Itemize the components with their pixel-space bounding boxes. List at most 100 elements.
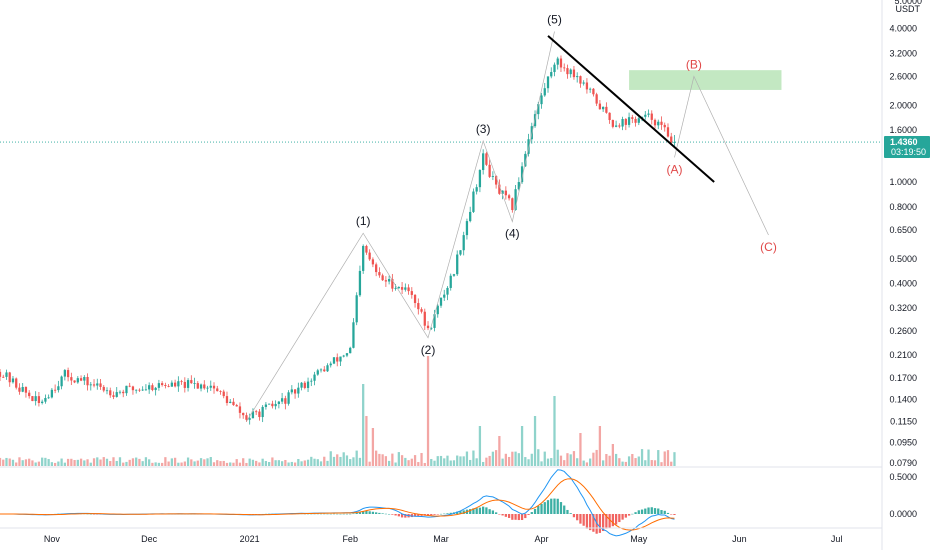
macd-histogram-bar: [537, 505, 540, 514]
candle-body: [501, 190, 504, 194]
volume-bar: [653, 460, 657, 466]
volume-bar: [138, 458, 141, 466]
macd-histogram-bar: [462, 510, 465, 514]
volume-bar: [397, 452, 400, 466]
candle-body: [63, 370, 66, 377]
target-zone: [629, 70, 782, 90]
candle-body: [342, 355, 345, 357]
volume-bar: [611, 444, 614, 466]
price-tick: 0.1700: [889, 373, 917, 383]
candle-body: [277, 401, 281, 404]
volume-bar: [572, 451, 576, 466]
macd-histogram-bar: [375, 512, 378, 514]
candle-body: [115, 392, 118, 397]
macd-histogram-bar: [329, 513, 332, 515]
macd-histogram-bar: [598, 514, 602, 533]
volume-bar: [323, 456, 326, 466]
macd-histogram-bar: [556, 498, 559, 514]
candle-body: [154, 387, 157, 391]
volume-bar: [148, 459, 151, 466]
macd-histogram-bar: [647, 507, 650, 514]
volume-bar: [122, 462, 125, 466]
candle-body: [28, 392, 31, 397]
time-tick: Jun: [732, 534, 747, 544]
candle-body: [141, 389, 144, 391]
volume-bar: [368, 461, 371, 466]
volume-bar: [589, 458, 592, 466]
candle-body: [576, 76, 579, 78]
volume-bar: [605, 454, 608, 466]
volume-bar: [287, 462, 290, 466]
volume-bar: [446, 455, 449, 466]
candle-body: [592, 88, 595, 95]
candle-body: [190, 380, 193, 384]
candle-body: [426, 325, 430, 329]
macd-histogram-bar: [472, 508, 475, 514]
candle-body: [92, 384, 96, 386]
time-tick: Nov: [44, 534, 61, 544]
macd-histogram-bar: [517, 514, 520, 521]
wave-label-1: (1): [356, 214, 371, 228]
macd-histogram-bar: [637, 510, 640, 514]
candle-body: [329, 363, 332, 366]
candle-body: [73, 380, 76, 383]
volume-bar: [537, 449, 540, 466]
macd-histogram-bar: [569, 513, 572, 514]
volume-bar: [660, 462, 663, 466]
volume-bar: [618, 458, 621, 466]
macd-histogram-bar: [349, 513, 352, 515]
candle-body: [24, 387, 28, 393]
candle-body: [413, 294, 417, 304]
macd-histogram-bar: [413, 514, 417, 517]
volume-bar: [180, 462, 183, 466]
volume-bar: [167, 461, 170, 466]
volume-bar: [384, 456, 388, 466]
candle-body: [293, 389, 297, 394]
macd-histogram-bar: [336, 513, 339, 515]
macd-histogram-bar: [608, 514, 611, 528]
candle-body: [582, 82, 585, 84]
macd-histogram-bar: [621, 514, 624, 520]
candle-body: [173, 382, 177, 387]
volume-bar: [118, 457, 122, 466]
candle-body: [326, 365, 329, 372]
macd-histogram-bar: [546, 500, 550, 514]
volume-bar: [316, 459, 319, 466]
macd-histogram-bar: [501, 514, 504, 516]
volume-bar: [41, 457, 44, 466]
volume-bar: [514, 451, 517, 466]
volume-bar: [105, 458, 109, 466]
candle-body: [287, 392, 290, 404]
candle-body: [235, 405, 238, 407]
candle-body: [465, 221, 469, 236]
macd-histogram-bar: [504, 514, 507, 517]
macd-histogram-bar: [660, 510, 663, 514]
volume-bar: [452, 460, 456, 466]
candle-body: [417, 303, 420, 310]
macd-histogram-bar: [381, 513, 384, 514]
macd-histogram-bar: [342, 513, 345, 515]
candle-body: [349, 347, 352, 354]
candle-body: [540, 95, 543, 105]
volume-bar: [387, 460, 391, 466]
macd-histogram-bar: [469, 509, 472, 514]
macd-histogram-bar: [378, 512, 381, 514]
volume-bar: [177, 462, 180, 466]
volume-bar: [462, 456, 465, 466]
volume-bar: [410, 458, 413, 466]
macd-histogram-bar: [397, 514, 400, 517]
macd-histogram-bar: [456, 511, 459, 514]
candle-body: [663, 124, 666, 128]
candle-body: [452, 274, 456, 276]
candle-body: [264, 404, 268, 407]
volume-bar: [647, 449, 650, 466]
candle-body: [601, 106, 605, 110]
candle-body: [410, 291, 413, 295]
volume-bar: [640, 449, 644, 466]
candle-body: [306, 381, 310, 388]
candle-body: [319, 369, 323, 371]
macd-histogram-bar: [572, 514, 576, 518]
macd-histogram-bar: [533, 508, 537, 514]
